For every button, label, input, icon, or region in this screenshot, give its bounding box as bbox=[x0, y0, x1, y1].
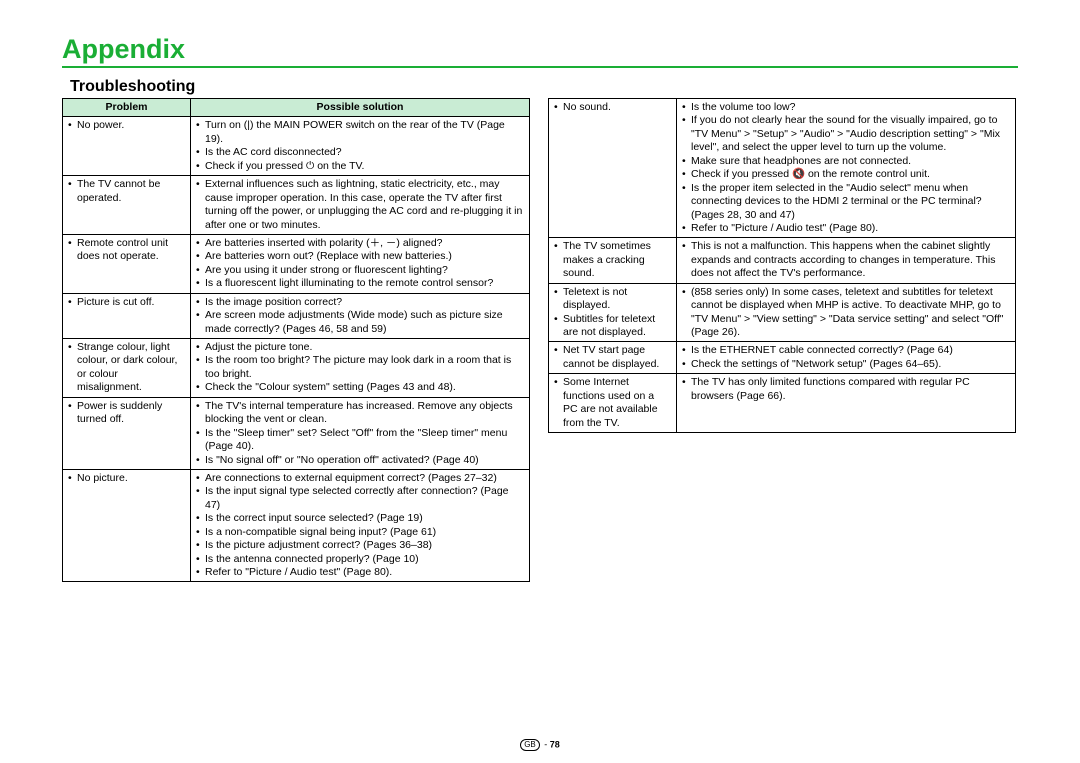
problem-cell: No power. bbox=[63, 117, 191, 176]
solution-item: This is not a malfunction. This happens … bbox=[691, 240, 1010, 280]
table-row: The TV cannot be operated. External influ… bbox=[63, 176, 530, 235]
table-row: Some Internet functions used on a PC are… bbox=[549, 374, 1016, 433]
solution-item: Is the input signal type selected correc… bbox=[205, 485, 524, 512]
solution-item: Is the image position correct? bbox=[205, 296, 524, 309]
problem-cell: Power is suddenly turned off. bbox=[63, 397, 191, 469]
table-row: No picture. Are connections to external e… bbox=[63, 469, 530, 582]
table-row: No sound. Is the volume too low?If you do… bbox=[549, 99, 1016, 238]
solution-cell: This is not a malfunction. This happens … bbox=[677, 238, 1016, 283]
problem-cell: No sound. bbox=[549, 99, 677, 238]
solution-item: Make sure that headphones are not connec… bbox=[691, 155, 1010, 168]
header-solution: Possible solution bbox=[191, 99, 530, 117]
page-footer: GB - 78 bbox=[0, 739, 1080, 751]
solution-item: Check if you pressed ⏻ on the TV. bbox=[205, 160, 524, 173]
solution-cell: Is the image position correct?Are screen… bbox=[191, 293, 530, 338]
solution-cell: Is the ETHERNET cable connected correctl… bbox=[677, 342, 1016, 374]
solution-item: Is the AC cord disconnected? bbox=[205, 146, 524, 159]
solution-cell: External influences such as lightning, s… bbox=[191, 176, 530, 235]
solution-item: Refer to "Picture / Audio test" (Page 80… bbox=[691, 222, 1010, 235]
solution-item: Is the proper item selected in the "Audi… bbox=[691, 182, 1010, 222]
solution-item: The TV's internal temperature has increa… bbox=[205, 400, 524, 427]
solution-cell: Turn on (|) the MAIN POWER switch on the… bbox=[191, 117, 530, 176]
footer-dash: - bbox=[544, 739, 547, 749]
solution-item: Is the antenna connected properly? (Page… bbox=[205, 553, 524, 566]
solution-item: Is a non-compatible signal being input? … bbox=[205, 526, 524, 539]
troubleshooting-table-right: No sound. Is the volume too low?If you do… bbox=[548, 98, 1016, 433]
solution-item: If you do not clearly hear the sound for… bbox=[691, 114, 1010, 154]
problem-cell: Some Internet functions used on a PC are… bbox=[549, 374, 677, 433]
solution-item: Are batteries worn out? (Replace with ne… bbox=[205, 250, 524, 263]
problem-item: No power. bbox=[77, 119, 185, 132]
problem-item: The TV cannot be operated. bbox=[77, 178, 185, 205]
problem-item: Some Internet functions used on a PC are… bbox=[563, 376, 671, 430]
table-row: Net TV start page cannot be displayed. Is… bbox=[549, 342, 1016, 374]
problem-cell: The TV sometimes makes a cracking sound. bbox=[549, 238, 677, 283]
problem-item: No picture. bbox=[77, 472, 185, 485]
right-column: No sound. Is the volume too low?If you do… bbox=[548, 98, 1016, 433]
header-problem: Problem bbox=[63, 99, 191, 117]
solution-item: Turn on (|) the MAIN POWER switch on the… bbox=[205, 119, 524, 146]
table-row: Strange colour, light colour, or dark co… bbox=[63, 339, 530, 398]
left-column: Problem Possible solution No power. Turn … bbox=[62, 98, 530, 582]
region-badge: GB bbox=[520, 739, 540, 751]
solution-item: The TV has only limited functions compar… bbox=[691, 376, 1010, 403]
troubleshooting-table-left: Problem Possible solution No power. Turn … bbox=[62, 98, 530, 582]
table-row: Power is suddenly turned off. The TV's in… bbox=[63, 397, 530, 469]
table-row: Teletext is not displayed.Subtitles for … bbox=[549, 283, 1016, 342]
solution-item: (858 series only) In some cases, teletex… bbox=[691, 286, 1010, 340]
solution-item: Check the settings of "Network setup" (P… bbox=[691, 358, 1010, 371]
solution-item: Are you using it under strong or fluores… bbox=[205, 264, 524, 277]
solution-item: Is the correct input source selected? (P… bbox=[205, 512, 524, 525]
problem-item: Strange colour, light colour, or dark co… bbox=[77, 341, 185, 395]
solution-item: Is the "Sleep timer" set? Select "Off" f… bbox=[205, 427, 524, 454]
solution-item: Check if you pressed 🔇 on the remote con… bbox=[691, 168, 1010, 181]
solution-item: Is "No signal off" or "No operation off"… bbox=[205, 454, 524, 467]
problem-item: No sound. bbox=[563, 101, 671, 114]
solution-item: Is the volume too low? bbox=[691, 101, 1010, 114]
content-columns: Problem Possible solution No power. Turn … bbox=[62, 98, 1018, 582]
table-row: Remote control unit does not operate. Are… bbox=[63, 234, 530, 293]
solution-item: Are screen mode adjustments (Wide mode) … bbox=[205, 309, 524, 336]
solution-item: Check the "Colour system" setting (Pages… bbox=[205, 381, 524, 394]
solution-cell: Adjust the picture tone.Is the room too … bbox=[191, 339, 530, 398]
problem-cell: Teletext is not displayed.Subtitles for … bbox=[549, 283, 677, 342]
solution-item: Are batteries inserted with polarity (＋,… bbox=[205, 237, 524, 250]
solution-cell: The TV's internal temperature has increa… bbox=[191, 397, 530, 469]
table-row: Picture is cut off. Is the image position… bbox=[63, 293, 530, 338]
solution-cell: The TV has only limited functions compar… bbox=[677, 374, 1016, 433]
problem-item: The TV sometimes makes a cracking sound. bbox=[563, 240, 671, 280]
solution-item: Refer to "Picture / Audio test" (Page 80… bbox=[205, 566, 524, 579]
problem-cell: Net TV start page cannot be displayed. bbox=[549, 342, 677, 374]
problem-item: Remote control unit does not operate. bbox=[77, 237, 185, 264]
table-row: The TV sometimes makes a cracking sound.… bbox=[549, 238, 1016, 283]
problem-cell: Picture is cut off. bbox=[63, 293, 191, 338]
solution-cell: Are connections to external equipment co… bbox=[191, 469, 530, 582]
section-title: Troubleshooting bbox=[70, 78, 1018, 96]
problem-cell: Remote control unit does not operate. bbox=[63, 234, 191, 293]
solution-item: Is the ETHERNET cable connected correctl… bbox=[691, 344, 1010, 357]
problem-item: Net TV start page cannot be displayed. bbox=[563, 344, 671, 371]
title-rule bbox=[62, 66, 1018, 68]
solution-cell: (858 series only) In some cases, teletex… bbox=[677, 283, 1016, 342]
problem-item: Subtitles for teletext are not displayed… bbox=[563, 313, 671, 340]
solution-item: Is a fluorescent light illuminating to t… bbox=[205, 277, 524, 290]
page-title: Appendix bbox=[62, 34, 1018, 65]
solution-item: Is the picture adjustment correct? (Page… bbox=[205, 539, 524, 552]
problem-item: Picture is cut off. bbox=[77, 296, 185, 309]
solution-item: Are connections to external equipment co… bbox=[205, 472, 524, 485]
problem-cell: The TV cannot be operated. bbox=[63, 176, 191, 235]
problem-cell: Strange colour, light colour, or dark co… bbox=[63, 339, 191, 398]
solution-cell: Are batteries inserted with polarity (＋,… bbox=[191, 234, 530, 293]
solution-item: External influences such as lightning, s… bbox=[205, 178, 524, 232]
problem-cell: No picture. bbox=[63, 469, 191, 582]
problem-item: Teletext is not displayed. bbox=[563, 286, 671, 313]
solution-item: Is the room too bright? The picture may … bbox=[205, 354, 524, 381]
problem-item: Power is suddenly turned off. bbox=[77, 400, 185, 427]
solution-item: Adjust the picture tone. bbox=[205, 341, 524, 354]
solution-cell: Is the volume too low?If you do not clea… bbox=[677, 99, 1016, 238]
page-number: 78 bbox=[550, 739, 560, 749]
table-row: No power. Turn on (|) the MAIN POWER swit… bbox=[63, 117, 530, 176]
